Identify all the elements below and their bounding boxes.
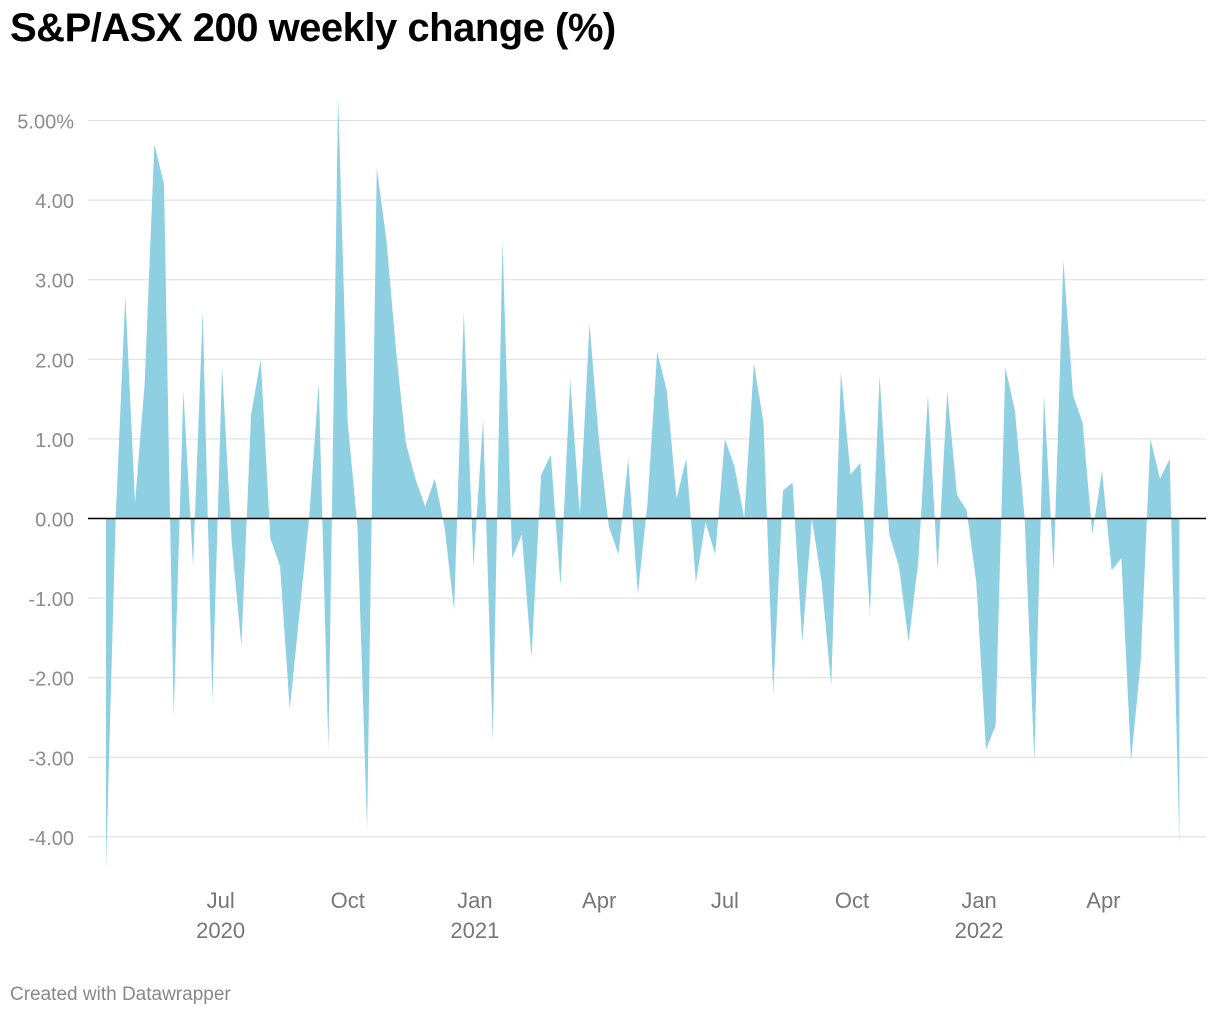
x-tick-year-label: 2021 [450,918,499,943]
y-tick-label: -2.00 [28,669,74,691]
area-chart: 5.00% 4.00 3.00 2.00 1.00 0.00 -1.00 -2.00 -3.00… [17,96,1206,943]
x-tick-label: Oct [835,888,869,913]
y-tick-label: 2.00 [35,350,74,372]
y-tick-label: -4.00 [28,828,74,850]
y-axis: 5.00% 4.00 3.00 2.00 1.00 0.00 -1.00 -2.00 -3.00… [17,112,74,850]
credit-footer: Created with Datawrapper [10,984,231,1005]
x-tick-label: Jul [207,888,235,913]
x-tick-label: Apr [582,888,616,913]
y-tick-label: 3.00 [35,271,74,293]
area-series [106,96,1180,869]
y-tick-label: -3.00 [28,748,74,770]
y-tick-label: 4.00 [35,191,74,213]
y-tick-label: 0.00 [35,510,74,532]
x-axis: Jul 2020 Oct Jan 2021 Apr Jul Oct Jan 2022 Apr [196,888,1120,943]
area-fill [106,96,1180,869]
y-tick-label: 5.00% [17,112,74,134]
gridlines [88,120,1206,838]
y-tick-label: -1.00 [28,589,74,611]
x-tick-label: Jan [457,888,492,913]
x-tick-year-label: 2022 [955,918,1004,943]
x-tick-label: Jan [961,888,996,913]
x-tick-label: Jul [711,888,739,913]
x-tick-year-label: 2020 [196,918,245,943]
x-tick-label: Oct [331,888,365,913]
y-tick-label: 1.00 [35,430,74,452]
chart-title: S&P/ASX 200 weekly change (%) [10,6,616,50]
x-tick-label: Apr [1086,888,1120,913]
